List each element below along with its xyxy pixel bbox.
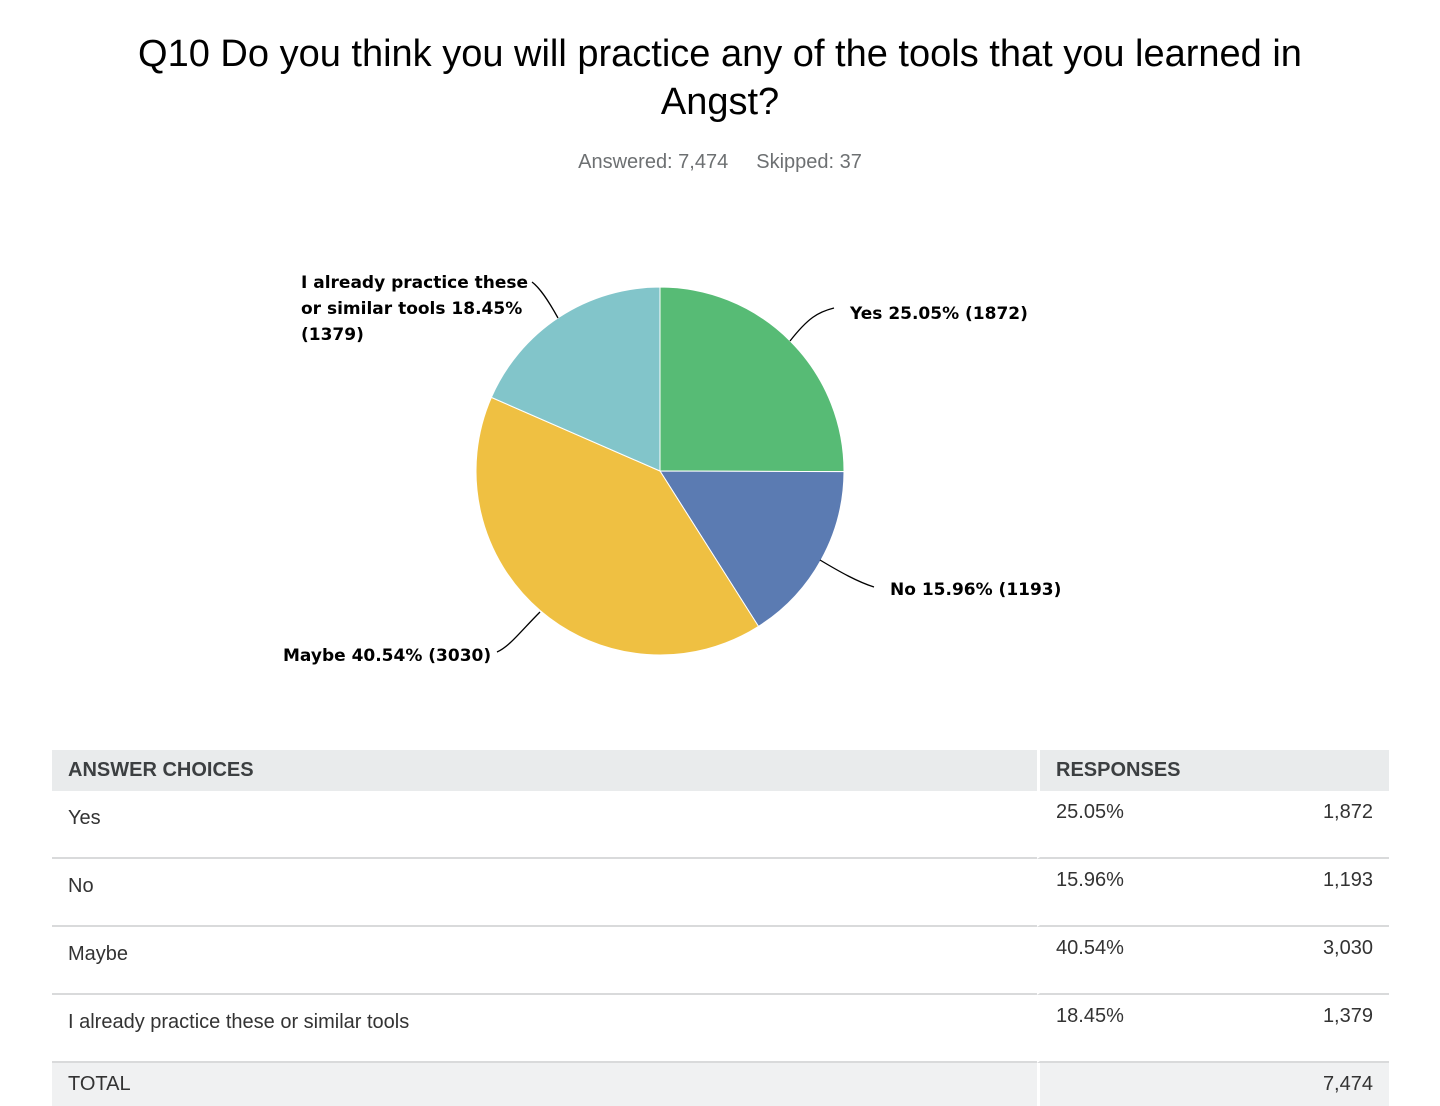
data-label: or similar tools 18.45% [301,299,522,319]
table-row: Yes 25.05% 1,872 [52,791,1389,859]
pie-slice-maybe [475,396,760,656]
row-count: 1,379 [1212,995,1389,1063]
leader-line [531,281,559,319]
table-row: No 15.96% 1,193 [52,859,1389,927]
leader-line [819,559,875,588]
row-count: 1,872 [1212,791,1389,859]
row-choice: No [52,859,1038,927]
row-percent: 18.45% [1037,995,1213,1063]
table-row: Maybe 40.54% 3,030 [52,927,1389,995]
data-label: I already practice these [301,273,528,293]
header-responses: RESPONSES [1037,750,1389,791]
row-choice: I already practice these or similar tool… [52,995,1038,1063]
answered-count: Answered: 7,474 [578,151,729,173]
pie-slice-i [490,286,661,472]
leader-line [789,307,835,342]
data-label: No 15.96% (1193) [890,580,1061,600]
header-answer-choices: ANSWER CHOICES [52,750,1038,791]
total-label: TOTAL [52,1063,1038,1106]
results-table: ANSWER CHOICES RESPONSES Yes 25.05% 1,87… [52,750,1389,1106]
row-count: 3,030 [1212,927,1389,995]
leader-line [496,611,541,653]
data-label: Yes 25.05% (1872) [849,304,1028,324]
skipped-count: Skipped: 37 [756,151,862,173]
row-count: 1,193 [1212,859,1389,927]
pie-chart: Yes 25.05% (1872) No 15.96% (1193) Maybe 4… [283,273,1061,666]
total-spacer [1037,1063,1213,1106]
row-percent: 25.05% [1037,791,1213,859]
row-choice: Yes [52,791,1038,859]
data-label: Maybe 40.54% (3030) [283,646,491,666]
table-total-row: TOTAL 7,474 [52,1063,1389,1106]
chart-title: Q10 Do you think you will practice any o… [138,33,1302,123]
row-percent: 40.54% [1037,927,1213,995]
row-choice: Maybe [52,927,1038,995]
row-percent: 15.96% [1037,859,1213,927]
table-row: I already practice these or similar tool… [52,995,1389,1063]
total-count: 7,474 [1212,1063,1389,1106]
table-header: ANSWER CHOICES RESPONSES [52,750,1389,791]
response-stats: Answered: 7,474 Skipped: 37 [0,151,1440,174]
data-label: (1379) [301,325,364,345]
